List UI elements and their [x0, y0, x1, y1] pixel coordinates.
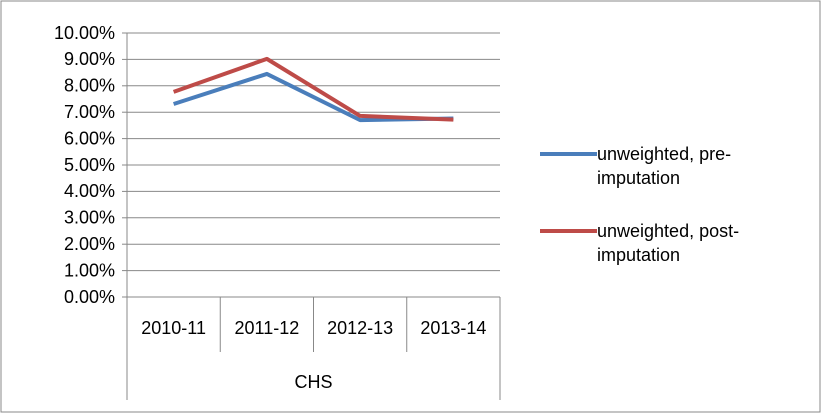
y-tick-label: 6.00%: [64, 128, 115, 148]
legend-item: unweighted, pre-imputation: [540, 142, 740, 190]
legend-item: unweighted, post-imputation: [540, 219, 740, 267]
legend-label: unweighted, pre-imputation: [597, 144, 732, 188]
series-line: [172, 56, 454, 122]
legend-label: unweighted, post-imputation: [597, 221, 740, 265]
y-tick-label: 0.00%: [64, 287, 115, 307]
legend-swatch: [540, 229, 597, 233]
y-tick-label: 7.00%: [64, 102, 115, 122]
y-tick-label: 5.00%: [64, 155, 115, 175]
y-tick-label: 4.00%: [64, 181, 115, 201]
x-tick-label: 2011-12: [235, 318, 300, 338]
x-tick-label: 2013-14: [420, 318, 486, 338]
x-tick-label: 2012-13: [327, 318, 393, 338]
x-tick-label: 2010-11: [141, 318, 206, 338]
legend-swatch: [540, 152, 597, 156]
y-tick-label: 3.00%: [64, 208, 115, 228]
y-tick-label: 9.00%: [64, 49, 115, 69]
y-tick-label: 1.00%: [64, 260, 115, 280]
y-tick-label: 2.00%: [64, 234, 115, 254]
y-tick-label: 8.00%: [64, 76, 115, 96]
y-tick-label: 10.00%: [54, 23, 115, 43]
x-group-label: CHS: [294, 372, 332, 392]
